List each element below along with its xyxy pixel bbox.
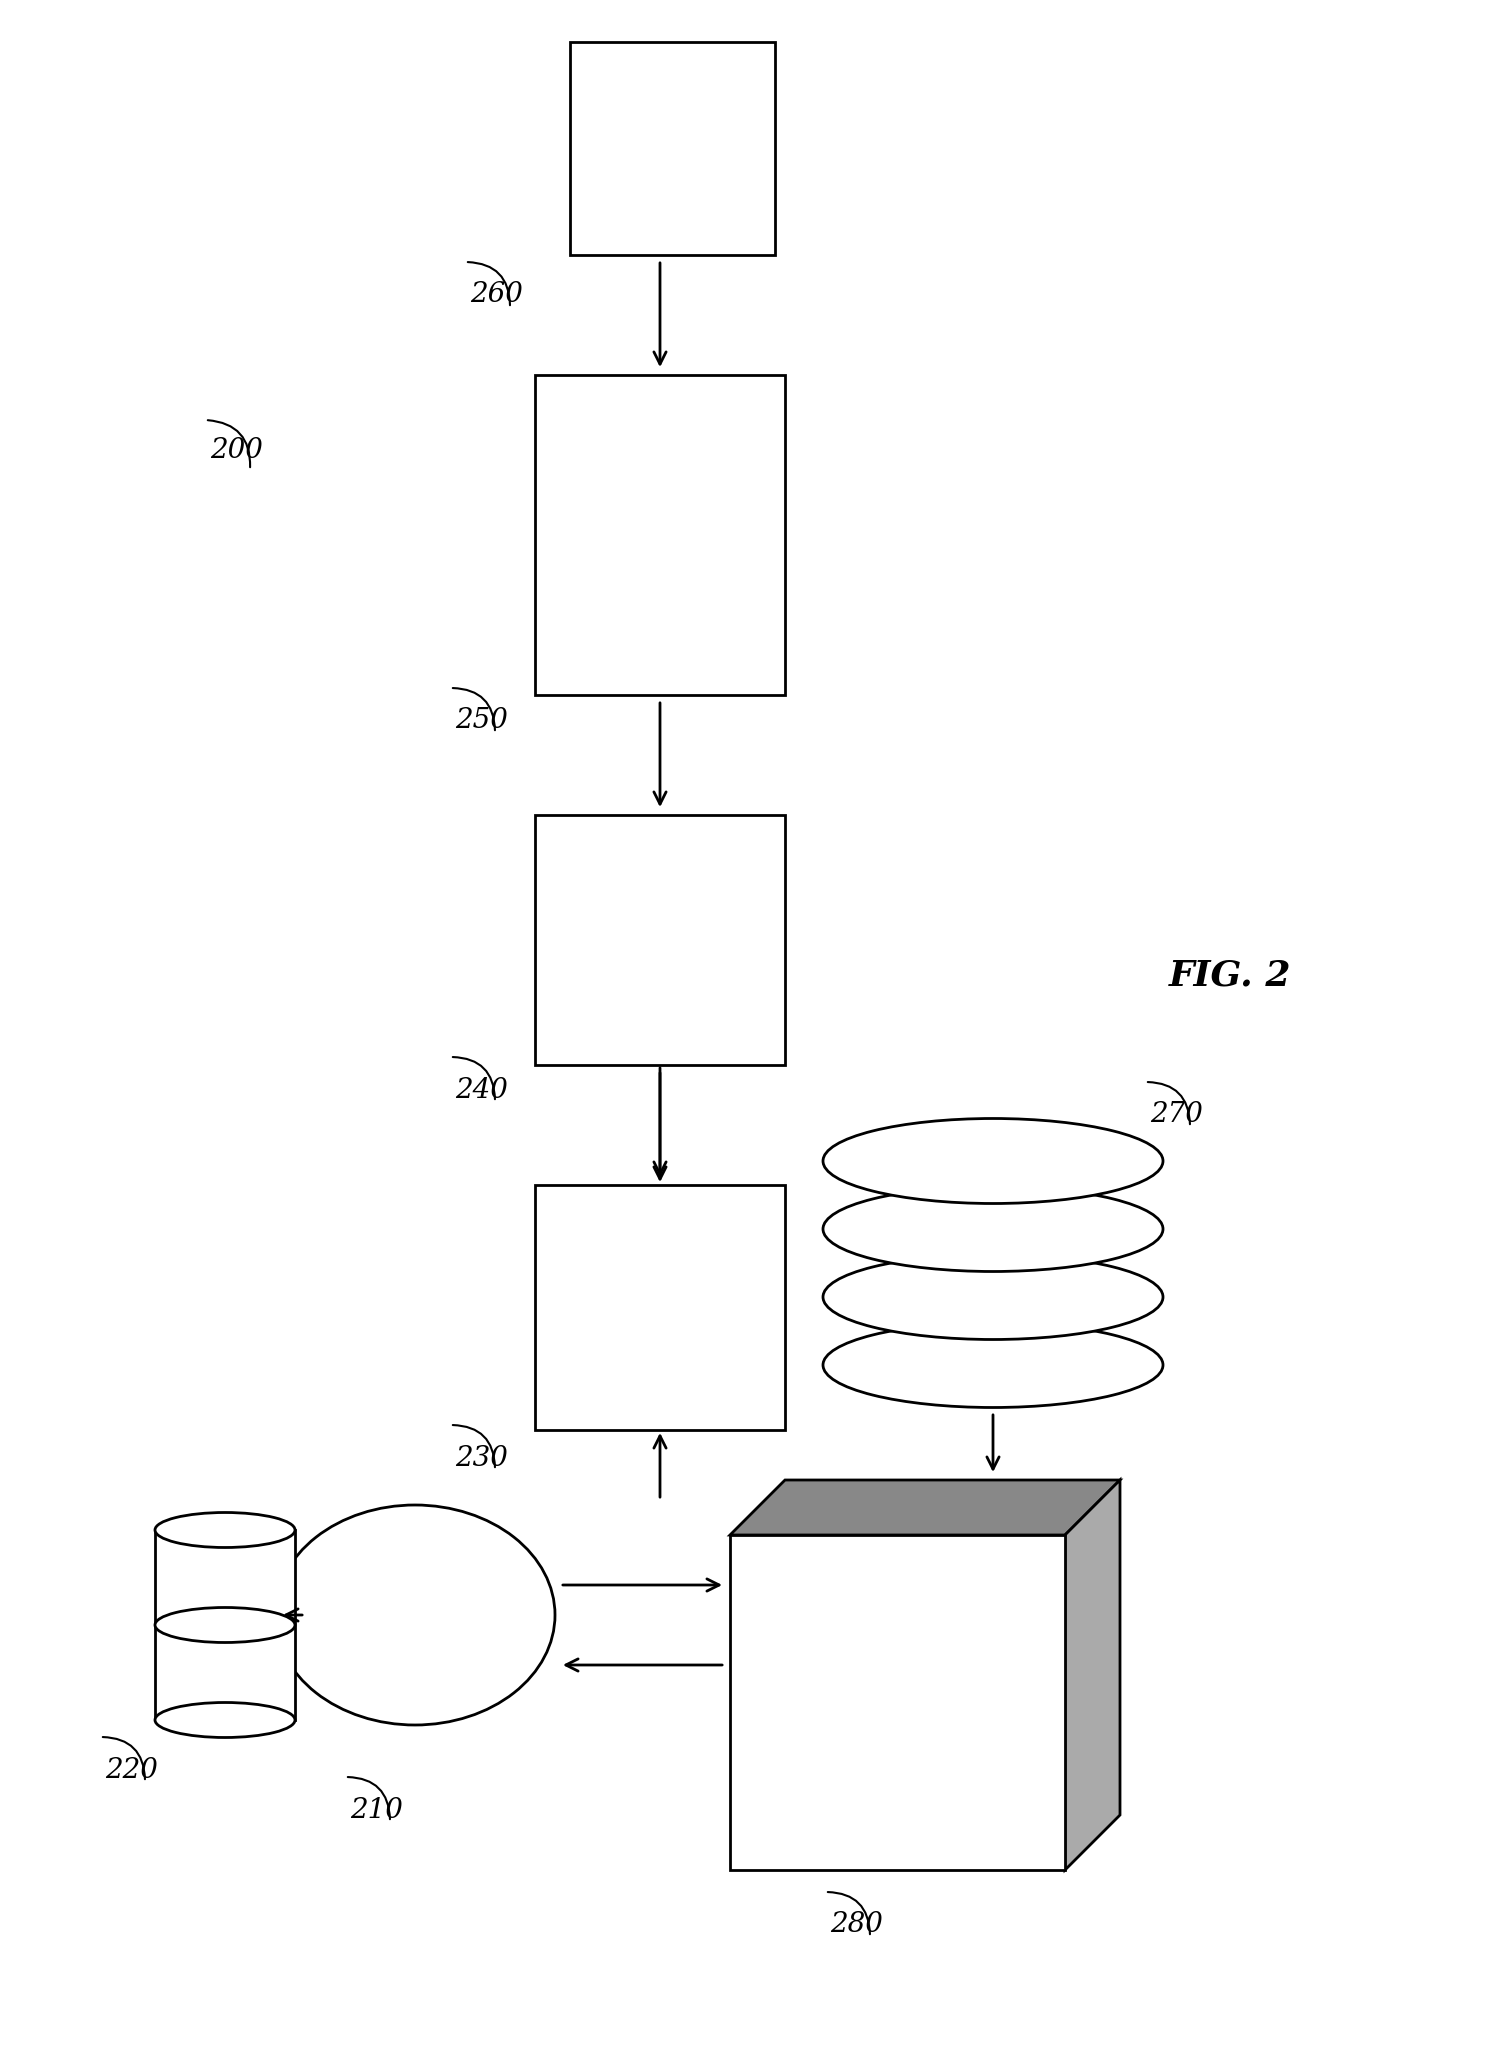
Text: 220: 220	[105, 1757, 158, 1784]
Polygon shape	[730, 1480, 1120, 1536]
Text: 260: 260	[470, 281, 523, 308]
Bar	[535, 1185, 785, 1431]
Ellipse shape	[155, 1513, 295, 1548]
Ellipse shape	[822, 1119, 1163, 1203]
Bar	[155, 1529, 295, 1720]
Bar	[569, 41, 776, 255]
Bar	[535, 815, 785, 1066]
Text: 240: 240	[455, 1076, 508, 1105]
Ellipse shape	[155, 1702, 295, 1737]
Text: 280: 280	[830, 1911, 883, 1938]
Ellipse shape	[276, 1505, 556, 1725]
Text: 270: 270	[1151, 1102, 1203, 1129]
Ellipse shape	[822, 1187, 1163, 1271]
Ellipse shape	[822, 1322, 1163, 1408]
Text: 200: 200	[209, 437, 264, 464]
Bar	[535, 376, 785, 696]
Text: 250: 250	[455, 706, 508, 733]
Bar	[730, 1536, 1065, 1870]
Ellipse shape	[822, 1254, 1163, 1339]
Polygon shape	[1065, 1480, 1120, 1870]
Text: FIG. 2: FIG. 2	[1169, 959, 1291, 992]
Ellipse shape	[155, 1607, 295, 1642]
Text: 230: 230	[455, 1445, 508, 1472]
Text: 210: 210	[349, 1796, 404, 1823]
